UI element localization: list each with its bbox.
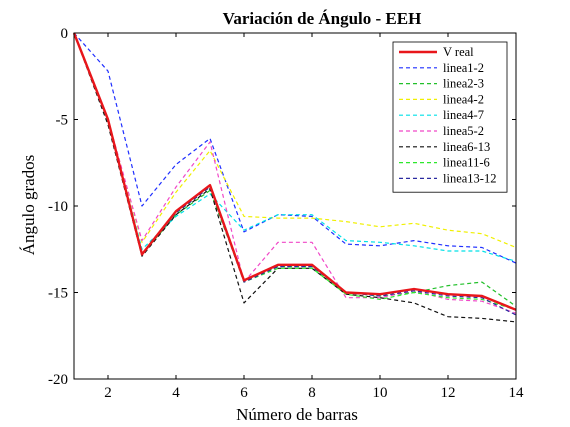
series-line-linea1-2: [73, 32, 517, 264]
legend-entry-label: linea4-2: [443, 92, 484, 106]
legend-entry-label: linea1-2: [443, 61, 484, 75]
series-line-v-real: [72, 32, 517, 311]
x-tick-label: 14: [509, 385, 525, 401]
legend-entry-label: V real: [443, 45, 474, 59]
legend-entry-label: linea5-2: [443, 124, 484, 138]
x-tick-label: 6: [240, 385, 248, 401]
y-tick-label: -10: [48, 199, 68, 215]
x-tick-label: 12: [441, 385, 456, 401]
legend-box: [392, 41, 508, 193]
x-tick-label: 10: [373, 385, 388, 401]
y-tick-label: -5: [56, 113, 69, 129]
legend-entry-label: linea4-7: [443, 108, 484, 122]
x-axis-label: Número de barras: [236, 405, 358, 424]
legend-entry-label: linea11-6: [443, 156, 490, 170]
legend-entry-label: linea2-3: [443, 77, 484, 91]
y-tick-label: -20: [48, 372, 68, 388]
y-tick-label: -15: [48, 286, 68, 302]
x-tick-label: 2: [104, 385, 112, 401]
plot-area: 2 4 6 8 10 12 14 0 -5 -10 -15 -20: [48, 26, 524, 401]
y-tick-label: 0: [61, 26, 69, 42]
legend-entry-label: linea13-12: [443, 171, 496, 185]
x-tick-label: 8: [308, 385, 316, 401]
legend-entry-label: linea6-13: [443, 140, 490, 154]
y-axis-label: Ángulo grados: [19, 155, 38, 256]
chart-title: Variación de Ángulo - EEH: [223, 9, 422, 28]
x-tick-label: 4: [172, 385, 180, 401]
series-line-linea4-7: [73, 32, 517, 262]
